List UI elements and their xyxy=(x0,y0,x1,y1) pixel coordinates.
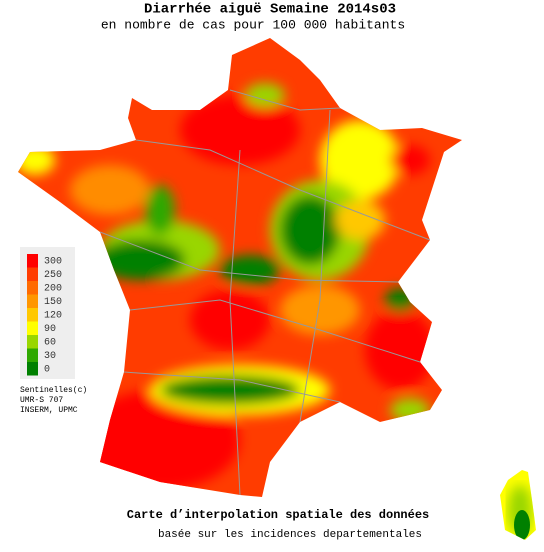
credit-line: Sentinelles(c) xyxy=(20,386,87,395)
legend-label: 60 xyxy=(44,338,56,349)
legend-swatch xyxy=(27,254,38,268)
legend-swatch xyxy=(27,308,38,322)
legend-swatch xyxy=(27,267,38,281)
legend-label: 200 xyxy=(44,284,62,295)
credit-line: UMR-S 707 xyxy=(20,396,63,405)
legend-label: 90 xyxy=(44,324,56,335)
map-subtitle: en nombre de cas pour 100 000 habitants xyxy=(101,17,405,32)
legend-label: 0 xyxy=(44,365,50,376)
map-title: Diarrhée aiguë Semaine 2014s03 xyxy=(144,2,396,18)
legend-swatch xyxy=(27,348,38,362)
corsica-map xyxy=(500,470,536,540)
footer-subtitle: basée sur les incidences departementales xyxy=(158,529,422,541)
legend-swatch xyxy=(27,281,38,295)
legend-swatch xyxy=(27,362,38,376)
legend-swatch xyxy=(27,321,38,335)
legend-swatch xyxy=(27,335,38,349)
credit-line: INSERM, UPMC xyxy=(20,406,78,415)
legend-label: 250 xyxy=(44,270,62,281)
legend-label: 300 xyxy=(44,257,62,268)
footer-title: Carte d’interpolation spatiale des donné… xyxy=(127,508,429,522)
legend-label: 30 xyxy=(44,351,56,362)
legend-label: 150 xyxy=(44,297,62,308)
legend-label: 120 xyxy=(44,311,62,322)
legend-swatch xyxy=(27,294,38,308)
